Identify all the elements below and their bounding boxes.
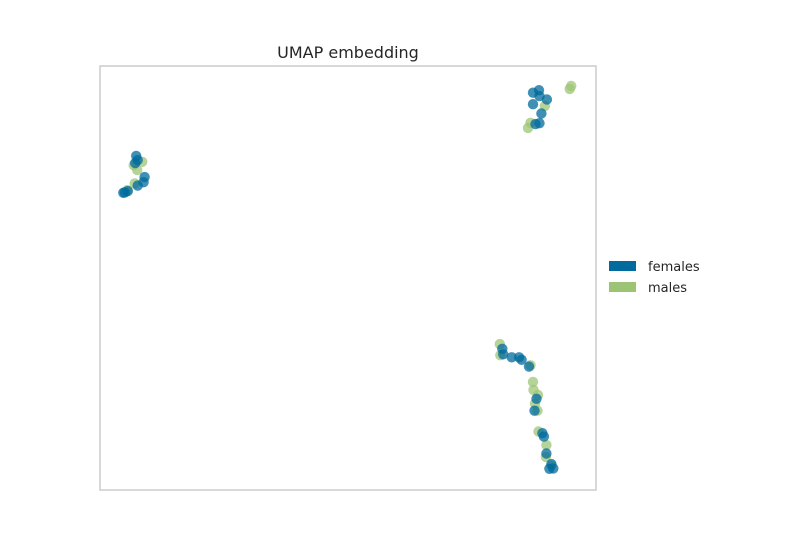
legend: females males [609, 260, 700, 296]
scatter-point-males [564, 83, 575, 95]
legend-swatch-females [609, 261, 636, 271]
scatter-point-females [523, 361, 535, 372]
legend-swatch-males [609, 282, 636, 292]
scatter-point-females [534, 90, 545, 102]
plot-area [99, 65, 597, 491]
scatter-point-females [538, 431, 550, 442]
scatter-point-females [541, 448, 552, 459]
scatter-point-females [548, 463, 559, 474]
legend-label-females: females [648, 260, 700, 275]
scatter-point-females [530, 118, 541, 130]
scatter-point-males [527, 376, 539, 388]
scatter-point-females [130, 157, 141, 169]
scatter-point-males [541, 439, 552, 451]
scatter-points [118, 80, 577, 474]
scatter-point-females [516, 354, 527, 365]
chart-title: UMAP embedding [277, 43, 419, 62]
scatter-point-females [506, 352, 517, 363]
scatter-point-females [118, 187, 129, 198]
scatter-point-females [132, 180, 143, 191]
scatter-point-females [498, 349, 509, 360]
scatter-point-females [527, 99, 539, 110]
scatter-point-females [531, 393, 542, 404]
scatter-point-females [536, 108, 547, 119]
scatter-point-females [529, 405, 540, 416]
legend-label-males: males [648, 281, 687, 296]
